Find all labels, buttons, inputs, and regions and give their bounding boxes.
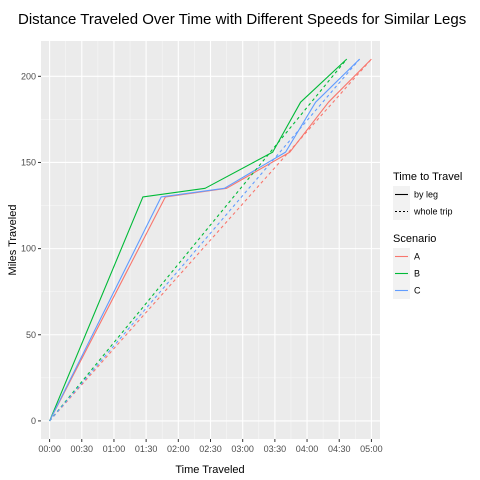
y-tick-label: 100 [21,244,36,254]
x-tick-label: 00:30 [71,444,94,454]
y-tick-label: 150 [21,157,36,167]
legend-scenario-label: A [414,252,420,262]
x-tick-label: 05:00 [360,444,383,454]
legend-scenario-label: C [414,286,421,296]
y-tick-label: 200 [21,71,36,81]
x-tick-label: 04:00 [296,444,319,454]
x-axis-title: Time Traveled [175,464,244,476]
legend-scenario-title: Scenario [393,233,436,245]
legend-linetype-label: by leg [414,190,438,200]
legend: Time to Travel by leg whole trip Scenario… [393,171,462,299]
x-tick-label: 04:30 [328,444,351,454]
x-tick-label: 02:00 [167,444,190,454]
x-tick-label: 01:30 [135,444,158,454]
legend-linetype-title: Time to Travel [393,171,462,183]
x-tick-label: 02:30 [199,444,222,454]
legend-linetype-entries: by leg whole trip [393,186,453,220]
x-tick-label: 01:00 [103,444,126,454]
y-tick-label: 0 [31,416,36,426]
legend-linetype-label: whole trip [413,207,453,217]
chart-title: Distance Traveled Over Time with Differe… [18,11,466,28]
legend-scenario-entries: ABC [393,248,421,299]
x-tick-label: 00:00 [38,444,61,454]
y-axis-title: Miles Traveled [7,205,19,276]
x-tick-label: 03:30 [264,444,287,454]
x-tick-label: 03:00 [231,444,254,454]
legend-scenario-label: B [414,269,420,279]
y-tick-label: 50 [26,330,36,340]
